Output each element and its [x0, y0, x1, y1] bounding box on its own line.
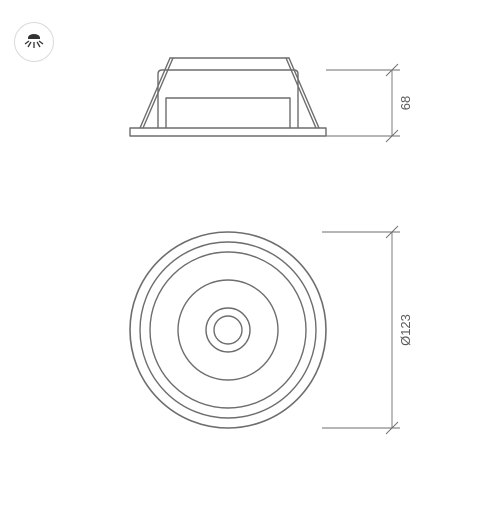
- plan-view: [130, 232, 326, 428]
- downlight-spread-icon: [22, 30, 46, 54]
- diagram-type-badge: [14, 22, 54, 62]
- technical-drawing: 68 Ø123: [0, 0, 500, 500]
- dimension-lines: 68 Ø123: [322, 64, 413, 434]
- dimension-diameter-label: Ø123: [398, 314, 413, 346]
- dimension-height-label: 68: [398, 96, 413, 110]
- side-elevation: [130, 58, 326, 136]
